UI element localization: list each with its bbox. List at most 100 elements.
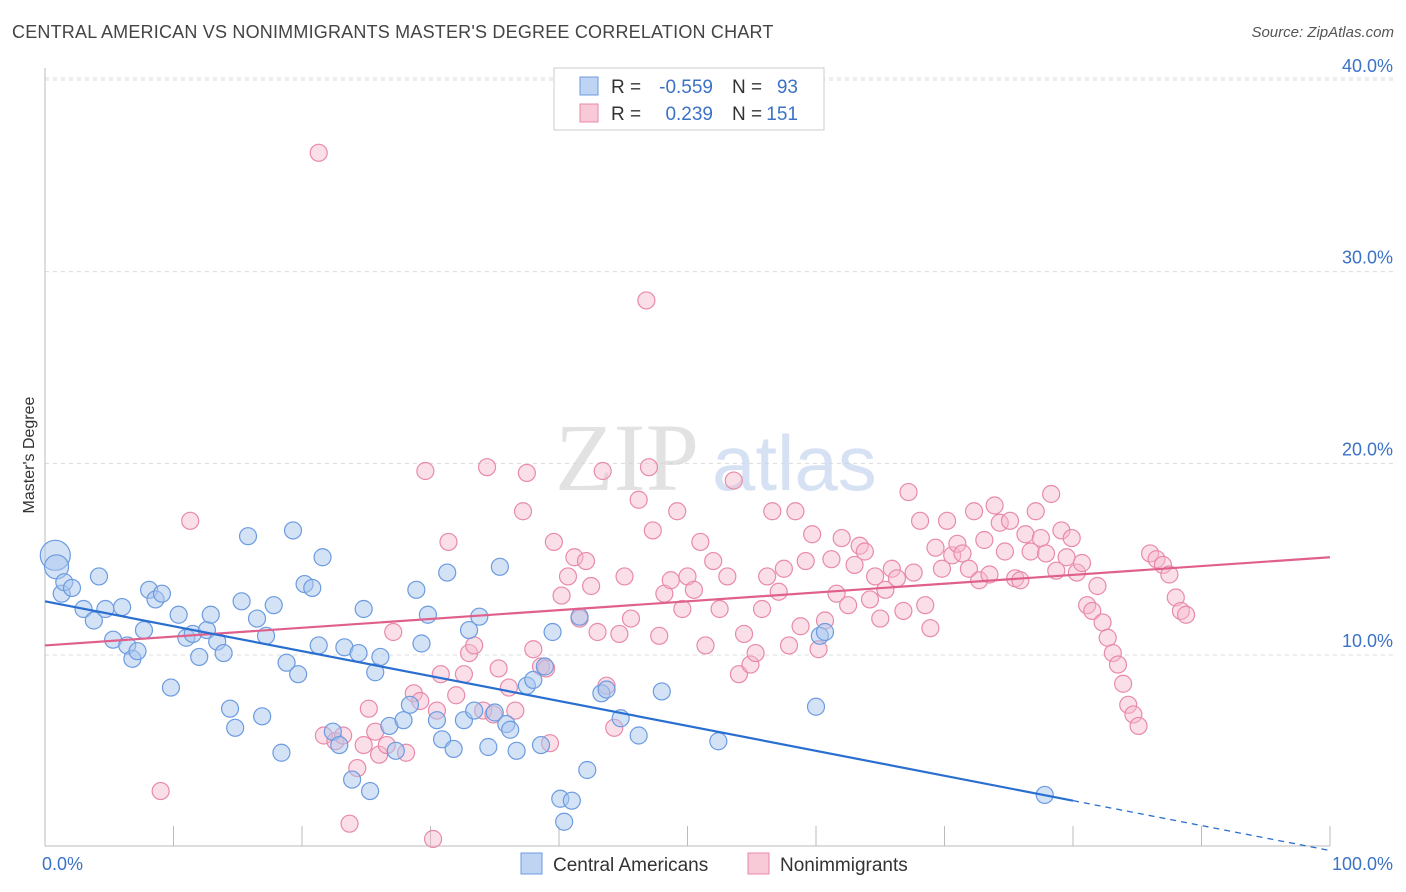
central-americans-point bbox=[479, 737, 498, 757]
stats-legend-box bbox=[553, 67, 825, 131]
nonimmigrants-point bbox=[724, 471, 743, 490]
y-tick-label: 30.0% bbox=[1342, 248, 1393, 268]
nonimmigrants-point bbox=[1057, 548, 1076, 567]
nonimmigrants-point bbox=[558, 567, 578, 586]
central-americans-swatch bbox=[579, 76, 599, 96]
nonimmigrants-point bbox=[552, 586, 571, 605]
nonimmigrants-point bbox=[673, 599, 692, 619]
nonimmigrants-point bbox=[926, 538, 945, 557]
nonimmigrants-point bbox=[465, 636, 484, 655]
central-americans-point bbox=[555, 812, 574, 831]
nonimmigrants-point bbox=[513, 502, 533, 521]
nonimmigrants-point bbox=[710, 599, 729, 619]
central-americans-point bbox=[371, 647, 390, 667]
central-americans-point bbox=[578, 760, 597, 780]
legend-label-central-americans: Central Americans bbox=[553, 855, 708, 876]
central-americans-point bbox=[214, 643, 233, 663]
central-americans-point bbox=[112, 597, 132, 617]
stats-legend: R = -0.559 N = 93 R = 0.239 N = 151 bbox=[553, 67, 825, 131]
nonimmigrants-point bbox=[684, 580, 704, 599]
nonimmigrants-point bbox=[1176, 605, 1196, 624]
x-tick-label: 100.0% bbox=[1332, 854, 1393, 874]
x-tick-label: 0.0% bbox=[42, 854, 83, 874]
nonimmigrants-point bbox=[1088, 576, 1107, 596]
nonimmigrants-n-value: 151 bbox=[766, 104, 798, 125]
nonimmigrants-point bbox=[576, 551, 596, 571]
nonimmigrants-point bbox=[629, 490, 648, 509]
nonimmigrants-point bbox=[354, 735, 373, 755]
nonimmigrants-point bbox=[734, 624, 754, 644]
central-americans-point bbox=[562, 791, 581, 810]
nonimmigrants-point bbox=[691, 532, 710, 552]
nonimmigrants-point bbox=[718, 567, 737, 586]
central-americans-point bbox=[535, 657, 554, 676]
central-americans-point bbox=[427, 711, 447, 730]
nonimmigrants-point bbox=[639, 458, 659, 477]
nonimmigrants-point bbox=[1093, 613, 1112, 632]
central-americans-point bbox=[283, 521, 303, 540]
nonimmigrants-point bbox=[769, 582, 788, 601]
nonimmigrants-point bbox=[860, 590, 880, 609]
nonimmigrants-point bbox=[1103, 643, 1122, 663]
central-americans-point bbox=[238, 527, 258, 546]
nonimmigrants-point bbox=[650, 626, 669, 645]
nonimmigrants-point bbox=[985, 496, 1004, 515]
nonimmigrants-point bbox=[995, 542, 1014, 561]
central-americans-trend-line bbox=[44, 600, 1074, 802]
central-americans-point bbox=[407, 580, 426, 599]
nonimmigrants-point bbox=[937, 511, 957, 530]
nonimmigrants-point bbox=[832, 528, 851, 548]
central-americans-point bbox=[190, 647, 209, 667]
central-americans-point bbox=[220, 699, 240, 718]
central-americans-r-value: -0.559 bbox=[659, 77, 713, 98]
nonimmigrants-point bbox=[786, 502, 805, 521]
central-americans-point bbox=[459, 620, 479, 640]
tick-labels: 10.0% 20.0% 30.0% 40.0% 0.0% 100.0% bbox=[42, 56, 1393, 874]
nonimmigrants-point bbox=[894, 601, 913, 621]
nonimmigrants-point bbox=[763, 502, 782, 521]
nonimmigrants-point bbox=[839, 596, 858, 615]
central-americans-point bbox=[330, 735, 349, 755]
central-americans-point bbox=[361, 781, 380, 801]
nonimmigrants-point bbox=[668, 502, 687, 521]
central-americans-point bbox=[253, 707, 272, 726]
nonimmigrants-point bbox=[1016, 525, 1035, 544]
central-americans-point bbox=[201, 605, 220, 624]
central-americans-point bbox=[354, 599, 373, 619]
nonimmigrants-point bbox=[359, 699, 378, 718]
axes bbox=[44, 68, 1331, 847]
nonimmigrants-point bbox=[1026, 502, 1045, 521]
nonimmigrants-point bbox=[524, 640, 543, 659]
nonimmigrants-point bbox=[822, 550, 841, 569]
nonimmigrants-point bbox=[1062, 528, 1081, 548]
nonimmigrants-point bbox=[1124, 705, 1143, 724]
nonimmigrants-point bbox=[774, 559, 793, 578]
nonimmigrants-point bbox=[1166, 588, 1185, 607]
central-americans-point bbox=[386, 741, 405, 760]
nonimmigrants-swatch bbox=[579, 103, 599, 123]
nonimmigrants-point bbox=[1078, 596, 1097, 615]
central-americans-point bbox=[400, 695, 420, 714]
central-americans-r-label: R = bbox=[611, 77, 641, 98]
central-americans-point bbox=[89, 567, 109, 586]
chart-source: Source: ZipAtlas.com bbox=[1251, 24, 1394, 41]
y-tick-label: 20.0% bbox=[1342, 439, 1393, 459]
nonimmigrants-point bbox=[1031, 528, 1050, 548]
nonimmigrants-point bbox=[746, 643, 765, 663]
nonimmigrants-point bbox=[932, 559, 952, 578]
central-americans-point bbox=[152, 584, 172, 603]
central-americans-point bbox=[815, 622, 835, 642]
watermark-zip: ZIP bbox=[555, 404, 699, 511]
nonimmigrants-r-label: R = bbox=[611, 104, 641, 125]
central-americans-point bbox=[597, 680, 616, 699]
nonimmigrants-point bbox=[582, 576, 601, 596]
nonimmigrants-point bbox=[704, 551, 723, 571]
central-americans-point bbox=[485, 703, 504, 722]
nonimmigrants-point bbox=[1036, 544, 1056, 563]
nonimmigrants-point bbox=[779, 636, 799, 655]
nonimmigrants-point bbox=[953, 544, 972, 563]
central-americans-point bbox=[303, 578, 322, 598]
central-americans-point bbox=[465, 701, 484, 720]
central-americans-n-value: 93 bbox=[777, 77, 798, 98]
